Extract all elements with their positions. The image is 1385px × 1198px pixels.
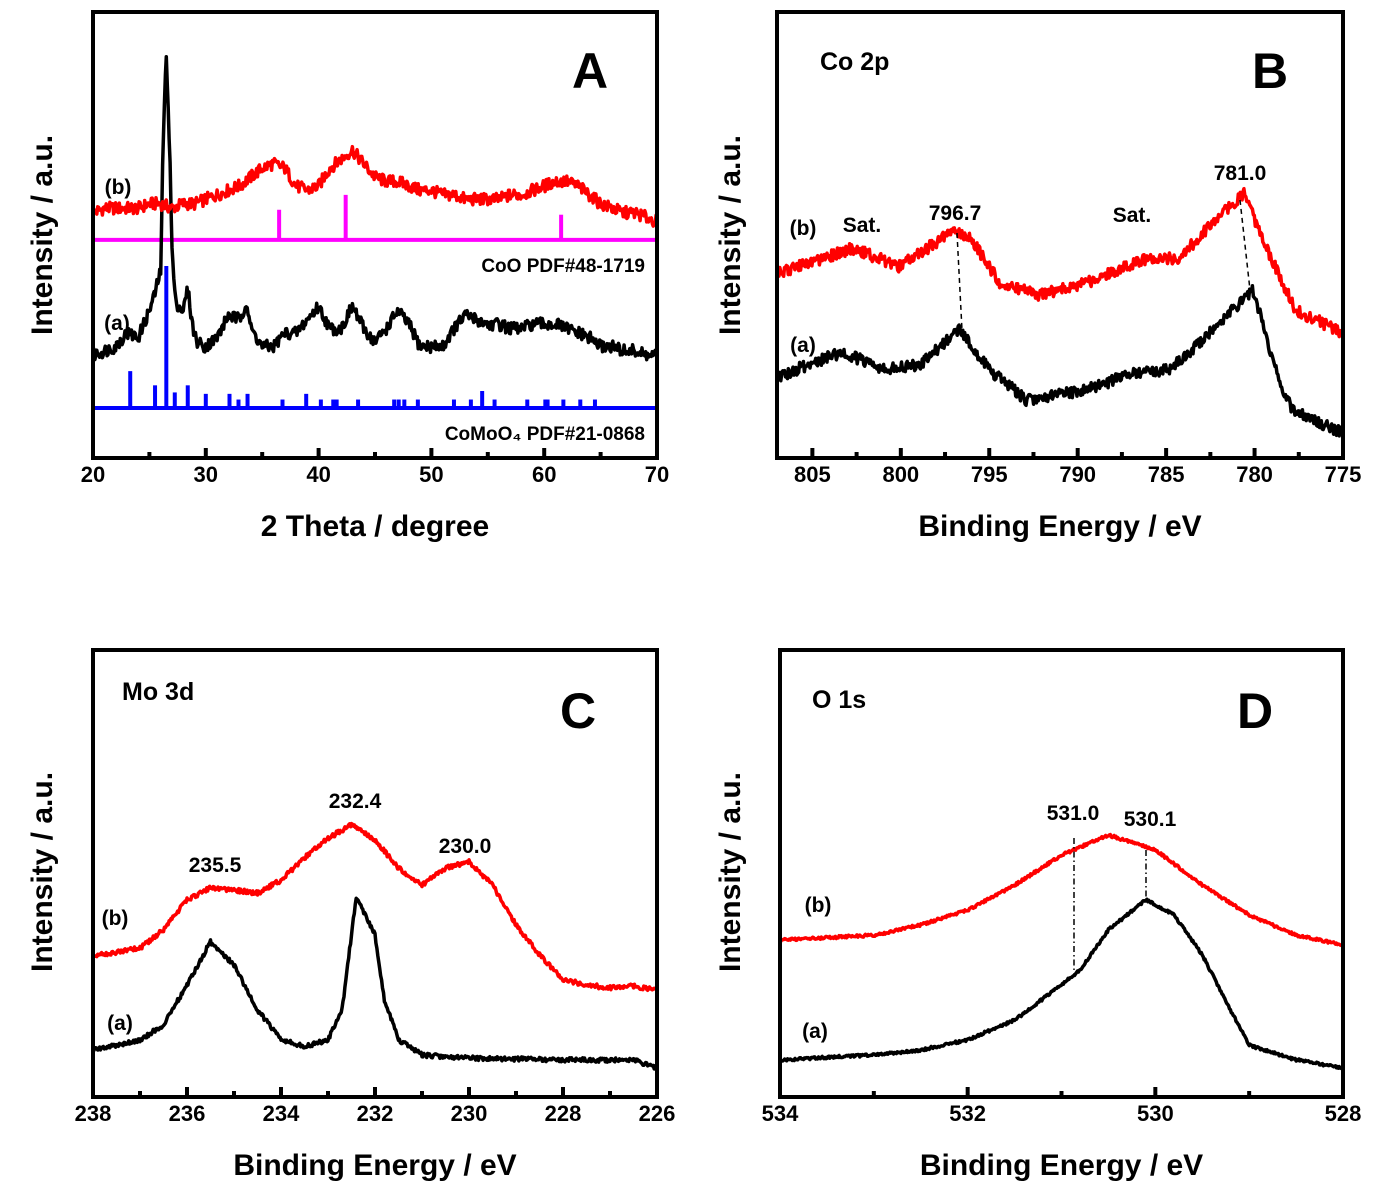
y-axis-label: Intensity / a.u. xyxy=(26,772,59,972)
panel-c: (a) (b) 235.5 232.4 230.0 238 236 234 232 230 228 2… xyxy=(26,648,676,1182)
peak-annotation: Sat. xyxy=(843,214,882,237)
panel-title: Co 2p xyxy=(820,48,889,76)
panel-title: Mo 3d xyxy=(122,678,194,706)
x-tick-label: 795 xyxy=(971,462,1008,487)
x-tick-label: 532 xyxy=(949,1101,986,1126)
x-tick-label: 50 xyxy=(419,462,443,487)
panel-letter: A xyxy=(572,43,608,99)
series-b-line xyxy=(776,186,1345,339)
peak-annotation: 530.1 xyxy=(1124,808,1177,831)
x-axis-label: 2 Theta / degree xyxy=(261,510,489,543)
x-tick-label: 534 xyxy=(762,1101,799,1126)
x-tick-label: 226 xyxy=(639,1101,676,1126)
panel-letter: C xyxy=(560,683,596,739)
x-tick-label: 805 xyxy=(794,462,831,487)
series-a-line xyxy=(91,54,659,362)
series-label-a: (a) xyxy=(107,1012,133,1035)
series-label-a: (a) xyxy=(104,312,130,335)
peak-guide-line xyxy=(1239,199,1251,291)
x-tick-label: 785 xyxy=(1148,462,1185,487)
series-b-line xyxy=(91,144,659,228)
x-tick-label: 30 xyxy=(194,462,218,487)
series-a-line xyxy=(778,897,1345,1071)
series-label-b: (b) xyxy=(102,907,129,930)
x-tick-label: 230 xyxy=(451,1101,488,1126)
x-tick-label: 232 xyxy=(357,1101,394,1126)
series-label-a: (a) xyxy=(802,1020,828,1043)
series-label-b: (b) xyxy=(805,894,832,917)
x-tick-label: 530 xyxy=(1137,1101,1174,1126)
reference-label: CoO PDF#48-1719 xyxy=(481,256,645,277)
series-label-b: (b) xyxy=(790,217,817,240)
y-axis-label: Intensity / a.u. xyxy=(26,135,59,335)
x-tick-label: 790 xyxy=(1059,462,1096,487)
y-axis-label: Intensity / a.u. xyxy=(714,772,747,972)
y-axis-label: Intensity / a.u. xyxy=(714,135,747,335)
plot-frame xyxy=(775,10,1345,460)
series-b-line xyxy=(91,821,658,993)
x-axis-label: Binding Energy / eV xyxy=(918,510,1201,543)
peak-annotation: Sat. xyxy=(1113,204,1152,227)
x-axis-label: Binding Energy / eV xyxy=(920,1149,1203,1182)
peak-annotation: 796.7 xyxy=(929,202,982,225)
x-tick-label: 528 xyxy=(1325,1101,1362,1126)
x-tick-label: 238 xyxy=(75,1101,112,1126)
series-label-b: (b) xyxy=(105,176,132,199)
x-axis-label: Binding Energy / eV xyxy=(233,1149,516,1182)
x-tick-label: 800 xyxy=(882,462,919,487)
peak-annotation: 781.0 xyxy=(1214,162,1267,185)
panel-d: (a) (b) 531.0 530.1 534 532 530 528 Binding Ener… xyxy=(714,648,1362,1182)
panel-letter: D xyxy=(1237,683,1273,739)
panel-b: (a) (b) 796.7 781.0 Sat. Sat. 805 800 795 790 785 7… xyxy=(714,10,1362,543)
panel-title: O 1s xyxy=(812,686,866,714)
x-tick-label: 70 xyxy=(645,462,669,487)
x-tick-label: 780 xyxy=(1236,462,1273,487)
x-tick-label: 60 xyxy=(532,462,556,487)
x-tick-label: 40 xyxy=(306,462,330,487)
series-a-line xyxy=(92,896,659,1071)
panel-a: CoO PDF#48-1719 CoMoO₄ PDF#21-0868 (a) (b) 2… xyxy=(26,10,669,543)
x-tick-label: 228 xyxy=(545,1101,582,1126)
peak-annotation: 531.0 xyxy=(1047,802,1100,825)
peak-guide-line xyxy=(956,232,963,331)
x-tick-label: 20 xyxy=(81,462,105,487)
series-a-line xyxy=(775,284,1345,438)
panel-letter: B xyxy=(1252,43,1288,99)
peak-annotation: 230.0 xyxy=(439,835,492,858)
reference-label: CoMoO₄ PDF#21-0868 xyxy=(445,424,645,445)
peak-annotation: 235.5 xyxy=(189,854,242,877)
x-tick-label: 236 xyxy=(169,1101,206,1126)
peak-annotation: 232.4 xyxy=(329,790,382,813)
series-label-a: (a) xyxy=(790,334,816,357)
x-tick-label: 775 xyxy=(1325,462,1362,487)
x-tick-label: 234 xyxy=(263,1101,300,1126)
series-b-line xyxy=(779,832,1344,948)
